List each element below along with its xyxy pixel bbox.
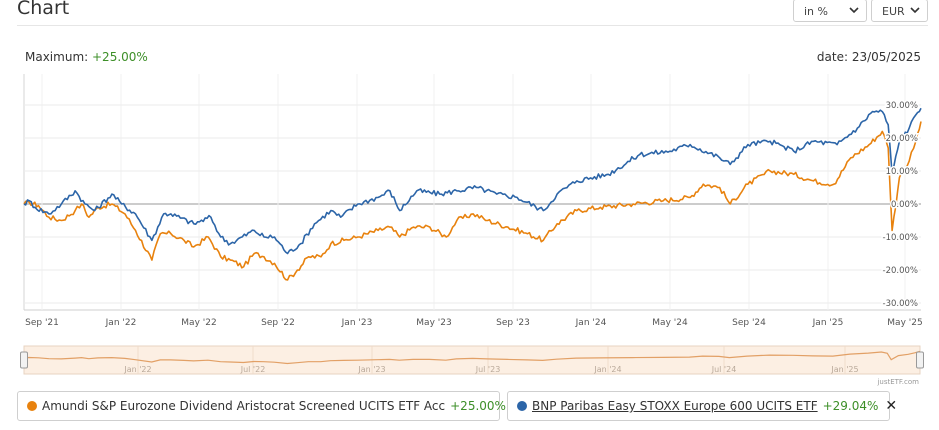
legend-item-amundi[interactable]: Amundi S&P Eurozone Dividend Aristocrat …: [17, 391, 506, 421]
close-icon[interactable]: ✕: [885, 398, 898, 414]
currency-select[interactable]: EUR: [871, 0, 928, 22]
date-readout: date: 23/05/2025: [817, 50, 921, 64]
navigator-tick-label: Jan '25: [830, 365, 858, 374]
page-title: Chart: [17, 0, 70, 19]
legend-dot: [27, 401, 37, 411]
x-tick-label: May '24: [652, 318, 688, 328]
y-tick-label: -30.00%: [883, 299, 918, 309]
navigator-series-line: [23, 350, 921, 365]
x-tick-label: May '23: [416, 318, 451, 328]
y-tick-label: 20.00%: [886, 134, 918, 144]
legend-series-name: Amundi S&P Eurozone Dividend Aristocrat …: [42, 399, 446, 413]
navigator-left-handle[interactable]: [20, 351, 28, 369]
navigator-tick-label: Jan '23: [357, 365, 385, 374]
source-credit: justETF.com: [876, 378, 919, 386]
maximum-readout: Maximum: +25.00%: [25, 50, 148, 64]
navigator-tick-label: Jul '24: [711, 365, 737, 374]
y-tick-label: -10.00%: [883, 233, 918, 243]
x-tick-label: Jan '25: [812, 318, 844, 328]
legend-series-link[interactable]: BNP Paribas Easy STOXX Europe 600 UCITS …: [532, 399, 818, 413]
unit-select[interactable]: in %: [793, 0, 867, 22]
x-tick-label: Jan '24: [575, 318, 607, 328]
navigator-tick-label: Jan '24: [593, 365, 621, 374]
navigator-tick-label: Jul '22: [240, 365, 266, 374]
x-tick-label: May '22: [181, 318, 216, 328]
chevron-down-icon: [849, 7, 859, 14]
series-line-amundi: [23, 121, 922, 281]
unit-select-value: in %: [804, 5, 828, 18]
y-tick-label: -20.00%: [883, 266, 918, 276]
maximum-label: Maximum:: [25, 50, 89, 64]
legend-series-value: +25.00%: [450, 399, 506, 413]
navigator-tick-label: Jan '22: [123, 365, 151, 374]
legend-series-value: +29.04%: [822, 399, 879, 413]
x-tick-label: Sep '24: [732, 318, 766, 328]
x-tick-label: Sep '23: [496, 318, 530, 328]
x-tick-label: May '25: [887, 318, 922, 328]
y-tick-label: 10.00%: [886, 167, 918, 177]
x-tick-label: Sep '22: [261, 318, 295, 328]
y-tick-label: 30.00%: [886, 101, 918, 111]
date-value: 23/05/2025: [851, 50, 921, 64]
x-tick-label: Jan '23: [341, 318, 373, 328]
legend-item-bnp[interactable]: BNP Paribas Easy STOXX Europe 600 UCITS …: [507, 391, 897, 421]
y-tick-label: 0.00%: [891, 200, 918, 210]
title-divider: [17, 25, 928, 26]
legend-dot: [517, 401, 527, 411]
x-tick-label: Jan '22: [105, 318, 137, 328]
series-line-bnp: [23, 107, 922, 255]
date-label: date:: [816, 50, 848, 64]
x-tick-label: Sep '21: [25, 318, 59, 328]
chevron-down-icon: [910, 7, 920, 14]
navigator-tick-label: Jul '23: [475, 365, 501, 374]
currency-select-value: EUR: [882, 5, 905, 18]
maximum-value: +25.00%: [92, 50, 148, 64]
navigator-right-handle[interactable]: [916, 351, 924, 369]
